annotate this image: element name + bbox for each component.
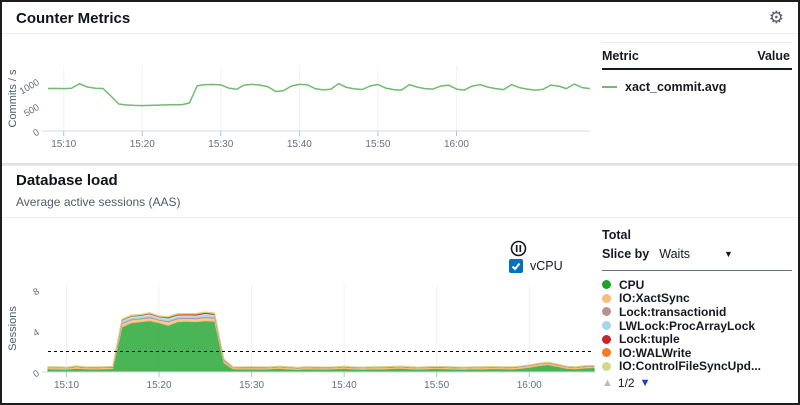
- legend-item-label: IO:WALWrite: [619, 345, 692, 360]
- svg-text:15:50: 15:50: [424, 380, 449, 391]
- metric-column-header: Metric: [602, 49, 639, 63]
- legend-page-down-button[interactable]: ▼: [640, 377, 651, 389]
- counter-metrics-header: Counter Metrics ⚙: [2, 2, 798, 34]
- legend-color-dot: [602, 361, 611, 371]
- metric-row[interactable]: xact_commit.avg: [602, 70, 792, 94]
- triangle-down-icon: ▼: [639, 377, 651, 390]
- svg-text:Commits / s: Commits / s: [7, 69, 19, 128]
- svg-text:16:00: 16:00: [444, 139, 469, 150]
- slice-by-value: Waits: [659, 247, 691, 261]
- total-label: Total: [602, 228, 631, 242]
- database-load-subtitle: Average active sessions (AAS): [16, 195, 181, 209]
- svg-text:4: 4: [31, 327, 41, 339]
- database-load-header-divider: [2, 217, 798, 218]
- legend-item-label: LWLock:ProcArrayLock: [619, 318, 756, 333]
- legend-page-up-button[interactable]: ▲: [602, 377, 613, 389]
- vcpu-toggle[interactable]: vCPU: [509, 259, 563, 273]
- svg-text:0: 0: [31, 127, 41, 139]
- svg-text:1000: 1000: [18, 77, 42, 97]
- legend-page-indicator: 1/2: [617, 376, 635, 391]
- svg-text:15:10: 15:10: [54, 380, 79, 391]
- counter-settings-button[interactable]: ⚙: [769, 8, 784, 28]
- legend-color-dot: [602, 321, 611, 331]
- counter-metric-table: Metric Value xact_commit.avg: [602, 42, 792, 94]
- wait-events-legend: CPU IO:XactSync Lock:transactionid LWLock:P…: [602, 278, 792, 373]
- gear-icon: ⚙: [768, 8, 784, 27]
- slice-by-label: Slice by: [602, 247, 650, 261]
- metric-name: xact_commit.avg: [625, 80, 727, 94]
- chevron-down-icon: ▼: [724, 249, 733, 259]
- svg-text:15:20: 15:20: [130, 139, 155, 150]
- svg-text:15:40: 15:40: [332, 380, 357, 391]
- svg-text:15:40: 15:40: [287, 139, 312, 150]
- legend-item-label: Lock:tuple: [619, 332, 680, 347]
- legend-item[interactable]: Lock:transactionid: [602, 305, 792, 319]
- legend-item[interactable]: LWLock:ProcArrayLock: [602, 319, 792, 333]
- database-load-title: Database load: [16, 172, 118, 189]
- triangle-up-icon: ▲: [602, 377, 613, 390]
- pause-button[interactable]: [509, 240, 527, 258]
- legend-item-label: Lock:transactionid: [619, 304, 727, 319]
- section-divider: [2, 163, 798, 166]
- vcpu-checkbox[interactable]: [509, 259, 523, 273]
- counter-metrics-chart[interactable]: 15:10 15:20 15:30 15:40 15:50 16:00 0 500 1000Co…: [2, 36, 602, 152]
- counter-metrics-title: Counter Metrics: [16, 10, 131, 27]
- legend-color-dot: [602, 307, 611, 317]
- svg-text:Sessions: Sessions: [7, 306, 19, 351]
- database-load-legend-panel: Total Slice by Waits ▼ CPU IO:XactSync Loc…: [602, 228, 792, 390]
- svg-text:15:20: 15:20: [147, 380, 172, 391]
- svg-text:15:50: 15:50: [365, 139, 390, 150]
- metric-line-swatch: [602, 86, 617, 88]
- pause-icon: [510, 240, 526, 257]
- legend-pagination: ▲ 1/2 ▼: [602, 376, 792, 390]
- legend-color-dot: [602, 348, 611, 358]
- slice-by-control[interactable]: Slice by Waits ▼: [602, 247, 792, 271]
- svg-text:16:00: 16:00: [517, 380, 542, 391]
- legend-item[interactable]: IO:ControlFileSyncUpd...: [602, 359, 792, 374]
- legend-color-dot: [602, 280, 611, 290]
- legend-item-label: CPU: [619, 277, 645, 292]
- metric-table-header: Metric Value: [602, 42, 792, 70]
- legend-item[interactable]: IO:XactSync: [602, 291, 792, 306]
- legend-color-dot: [602, 334, 611, 344]
- legend-item-label: IO:ControlFileSyncUpd...: [619, 359, 762, 374]
- check-icon: [511, 262, 521, 271]
- database-load-chart[interactable]: 15:10 15:20 15:30 15:40 15:50 16:00 0 4 8 Session…: [2, 274, 602, 405]
- svg-text:15:30: 15:30: [239, 380, 264, 391]
- legend-item-label: IO:XactSync: [619, 291, 690, 306]
- legend-item[interactable]: IO:WALWrite: [602, 346, 792, 360]
- svg-text:15:30: 15:30: [208, 139, 233, 150]
- vcpu-label: vCPU: [530, 259, 563, 273]
- legend-item[interactable]: Lock:tuple: [602, 332, 792, 346]
- legend-item[interactable]: CPU: [602, 278, 792, 292]
- svg-text:500: 500: [22, 102, 41, 119]
- value-column-header: Value: [757, 49, 790, 63]
- svg-text:8: 8: [31, 286, 41, 298]
- svg-text:15:10: 15:10: [51, 139, 76, 150]
- legend-color-dot: [602, 293, 611, 303]
- svg-text:0: 0: [31, 368, 41, 380]
